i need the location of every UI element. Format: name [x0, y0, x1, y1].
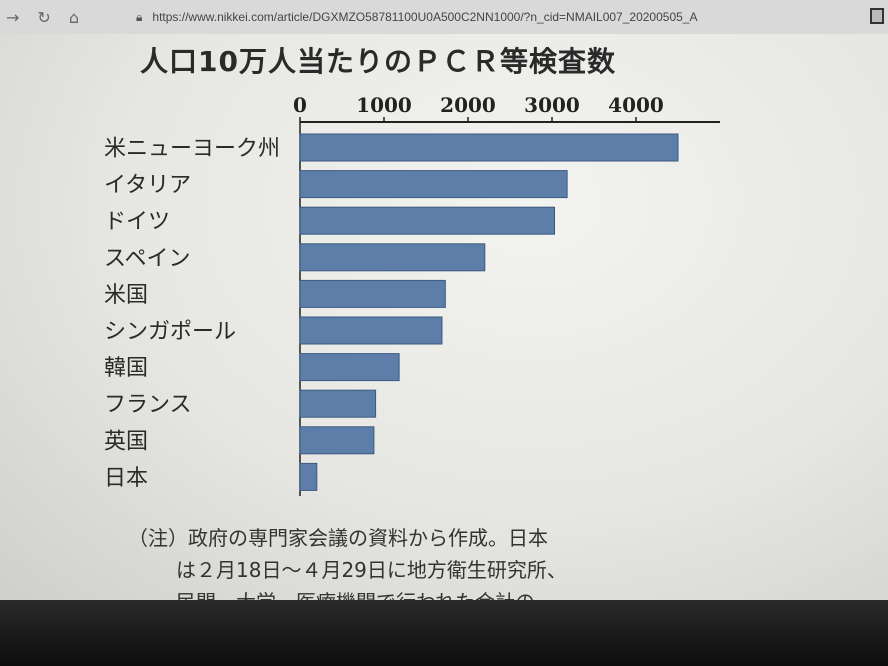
bar: [299, 353, 400, 382]
bar: [299, 279, 446, 308]
nav-buttons: → ↻ ⌂: [0, 8, 126, 27]
lock-icon: 🔒︎: [136, 9, 143, 24]
category-label: 英国: [104, 429, 148, 454]
note-line-1: （注）政府の専門家会議の資料から作成。日本: [128, 526, 548, 550]
chart-note: （注）政府の専門家会議の資料から作成。日本 は２月18日～４月29日に地方衛生研…: [128, 522, 748, 600]
category-label: スペイン: [104, 246, 190, 271]
category-label: 韓国: [104, 356, 148, 381]
x-tick-label: 4000: [608, 93, 664, 117]
category-label: 米ニューヨーク州: [104, 137, 280, 162]
bar: [299, 389, 377, 418]
category-label: 米国: [104, 283, 148, 308]
category-label: 日本: [104, 466, 148, 491]
x-tick-label: 3000: [524, 93, 580, 117]
back-icon[interactable]: →: [6, 7, 20, 27]
monitor-bezel: [0, 600, 888, 666]
x-tick-label: 2000: [440, 93, 496, 117]
article-page: 人口10万人当たりのＰＣＲ等検査数 0 1000 2000 3000 4000 米ニューヨ…: [0, 34, 888, 600]
bar: [299, 462, 318, 491]
x-tick-label: 1000: [356, 93, 412, 117]
category-label: シンガポール: [104, 320, 236, 345]
x-tick-label: 0: [293, 93, 307, 117]
category-label: イタリア: [104, 173, 191, 198]
bar: [299, 206, 556, 235]
bar-chart: 0 1000 2000 3000 4000 米ニューヨーク州イタリアドイツスペイン米国シン…: [104, 93, 720, 496]
address-bar[interactable]: 🔒︎ https://www.nikkei.com/article/DGXMZO…: [126, 10, 697, 25]
home-icon[interactable]: ⌂: [68, 7, 79, 27]
url-text[interactable]: https://www.nikkei.com/article/DGXMZO587…: [152, 10, 698, 24]
note-line-3: 民間、大学、医療機関で行われた合計の: [128, 586, 748, 600]
bar: [299, 243, 486, 272]
bar: [299, 316, 443, 345]
note-line-2: は２月18日～４月29日に地方衛生研究所、: [176, 558, 567, 582]
reader-icon[interactable]: [870, 8, 884, 24]
category-label: ドイツ: [104, 210, 170, 235]
bar: [299, 170, 568, 199]
category-label: フランス: [104, 393, 192, 418]
chart-title: 人口10万人当たりのＰＣＲ等検査数: [140, 45, 616, 78]
bar: [299, 426, 375, 455]
bar: [299, 133, 679, 162]
refresh-icon[interactable]: ↻: [37, 7, 51, 27]
browser-toolbar: → ↻ ⌂ 🔒︎ https://www.nikkei.com/article/…: [0, 0, 888, 34]
